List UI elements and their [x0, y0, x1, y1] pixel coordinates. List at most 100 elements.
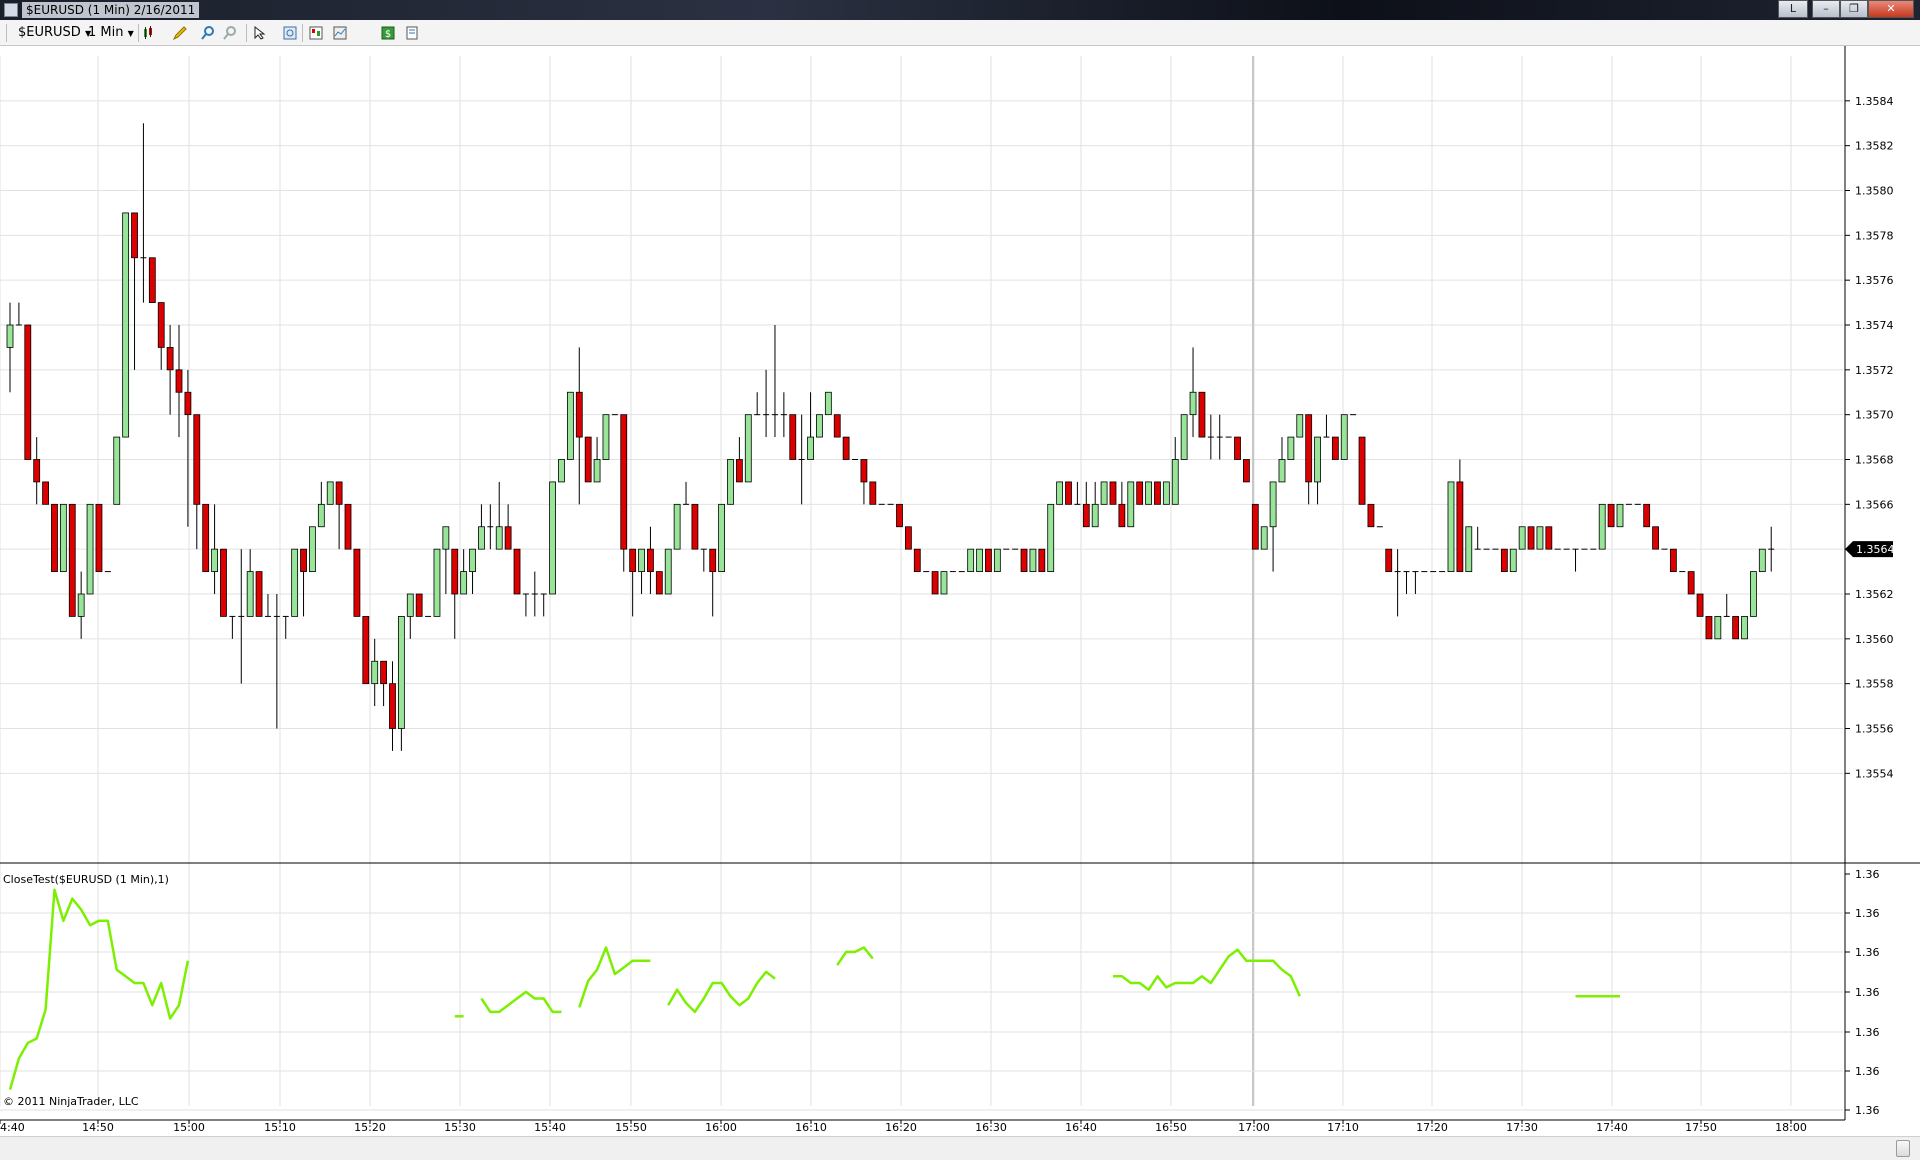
candle [1687, 571, 1695, 595]
candle [700, 548, 707, 572]
bar-type-icon[interactable] [142, 25, 158, 41]
toolbar-grip [6, 24, 7, 42]
candle [1136, 481, 1144, 505]
candle [638, 548, 645, 594]
candle-up-body [1287, 436, 1295, 460]
scrollbar-thumb[interactable] [1896, 1140, 1910, 1157]
instrument-selector[interactable]: $EURUSD ▼ [18, 24, 91, 42]
candle-down-body [362, 616, 370, 685]
candle [202, 503, 210, 572]
candle-down-body [1687, 571, 1695, 595]
template-icon[interactable] [404, 25, 420, 41]
indicator-line-segment [480, 990, 562, 1014]
candle [940, 571, 948, 595]
candle [1358, 436, 1366, 505]
candle [371, 638, 379, 707]
candle [1714, 616, 1722, 640]
drawing-pencil-icon[interactable] [172, 25, 188, 41]
candle-up-body [1127, 481, 1135, 528]
indicator-series [8, 888, 1620, 1090]
candle-down-body [131, 212, 138, 259]
chart-trader-icon[interactable] [332, 25, 348, 41]
candle [1260, 526, 1268, 550]
candle [549, 481, 556, 595]
candle-up-body [1518, 526, 1526, 550]
candle [1198, 391, 1206, 438]
candle [1669, 548, 1677, 572]
price-tick-label: 1.3580 [1855, 185, 1894, 198]
candle [1572, 548, 1579, 572]
candle [255, 571, 263, 617]
maximize-button[interactable]: ❐ [1840, 0, 1868, 18]
candle [478, 504, 485, 550]
link-button[interactable]: L [1778, 0, 1808, 18]
candle-down-body [1198, 391, 1206, 438]
zoom-out-icon[interactable] [222, 25, 238, 41]
candle-up-body [1091, 503, 1099, 528]
candle [931, 571, 939, 595]
candle [1509, 548, 1517, 572]
candle [193, 414, 201, 550]
candle-down-body [896, 503, 903, 528]
candle-down-body [95, 503, 103, 572]
time-tick-label: 17:20 [1416, 1121, 1448, 1134]
candle-down-body [647, 548, 654, 572]
indicator-tick-label: 1.36 [1855, 907, 1880, 920]
candle-up-body [993, 548, 1001, 572]
time-tick-label: 16:10 [795, 1121, 827, 1134]
chevron-down-icon: ▼ [127, 29, 134, 38]
candle-down-body [68, 503, 76, 617]
indicator-line-segment [578, 946, 651, 1008]
candle-down-body [157, 302, 165, 348]
candle [860, 459, 868, 505]
candle [540, 593, 547, 617]
candlestick-series [6, 123, 1775, 751]
properties-icon[interactable] [282, 25, 298, 41]
candle-down-body [985, 548, 992, 572]
zoom-in-icon[interactable] [200, 25, 216, 41]
candle-up-body [246, 571, 254, 617]
candle-down-body [513, 548, 521, 595]
candle-down-body [913, 548, 921, 572]
candle-up-body [309, 526, 316, 572]
candle [1527, 526, 1535, 550]
indicator-line-segment [836, 946, 874, 966]
horizontal-scrollbar[interactable] [0, 1136, 1920, 1160]
candle-down-body [148, 257, 156, 303]
candle-up-body [566, 391, 574, 460]
candle [789, 414, 797, 460]
price-tick-label: 1.3562 [1855, 588, 1894, 601]
candle [735, 437, 743, 483]
candle-down-body [789, 414, 797, 460]
data-box-icon[interactable] [308, 25, 324, 41]
candle-up-body [433, 548, 441, 617]
candle-down-body [1527, 526, 1535, 550]
candle [344, 503, 352, 550]
candle [798, 414, 805, 505]
interval-selector[interactable]: 1 Min ▼ [88, 24, 134, 42]
candle [1385, 548, 1393, 572]
candle-up-body [1750, 571, 1757, 617]
candle-up-body [1100, 481, 1108, 505]
close-button[interactable]: ✕ [1868, 0, 1914, 18]
candle [754, 392, 761, 416]
candle [869, 481, 877, 505]
candle-down-body [584, 436, 592, 483]
candle [816, 414, 823, 438]
minimize-button[interactable]: – [1812, 0, 1840, 18]
chart-toolbar: $EURUSD ▼ 1 Min ▼ $ [0, 20, 1920, 46]
candle-up-body [6, 324, 14, 348]
time-tick-label: 15:00 [173, 1121, 205, 1134]
candle [42, 481, 49, 505]
chart-canvas[interactable]: 1.3584 1.3582 1.3580 1.3578 1.3576 1.3574 1.35… [0, 46, 1920, 1136]
candle [1020, 548, 1028, 572]
candle-down-body [1234, 436, 1241, 460]
indicator-line-segment [8, 888, 190, 1090]
chart-window-icon [4, 3, 18, 17]
candle [1465, 526, 1473, 572]
candle [531, 571, 538, 617]
dollar-icon[interactable]: $ [380, 25, 396, 41]
candle-up-body [122, 212, 130, 438]
cursor-icon[interactable] [252, 25, 268, 41]
candle-up-body [291, 548, 299, 617]
